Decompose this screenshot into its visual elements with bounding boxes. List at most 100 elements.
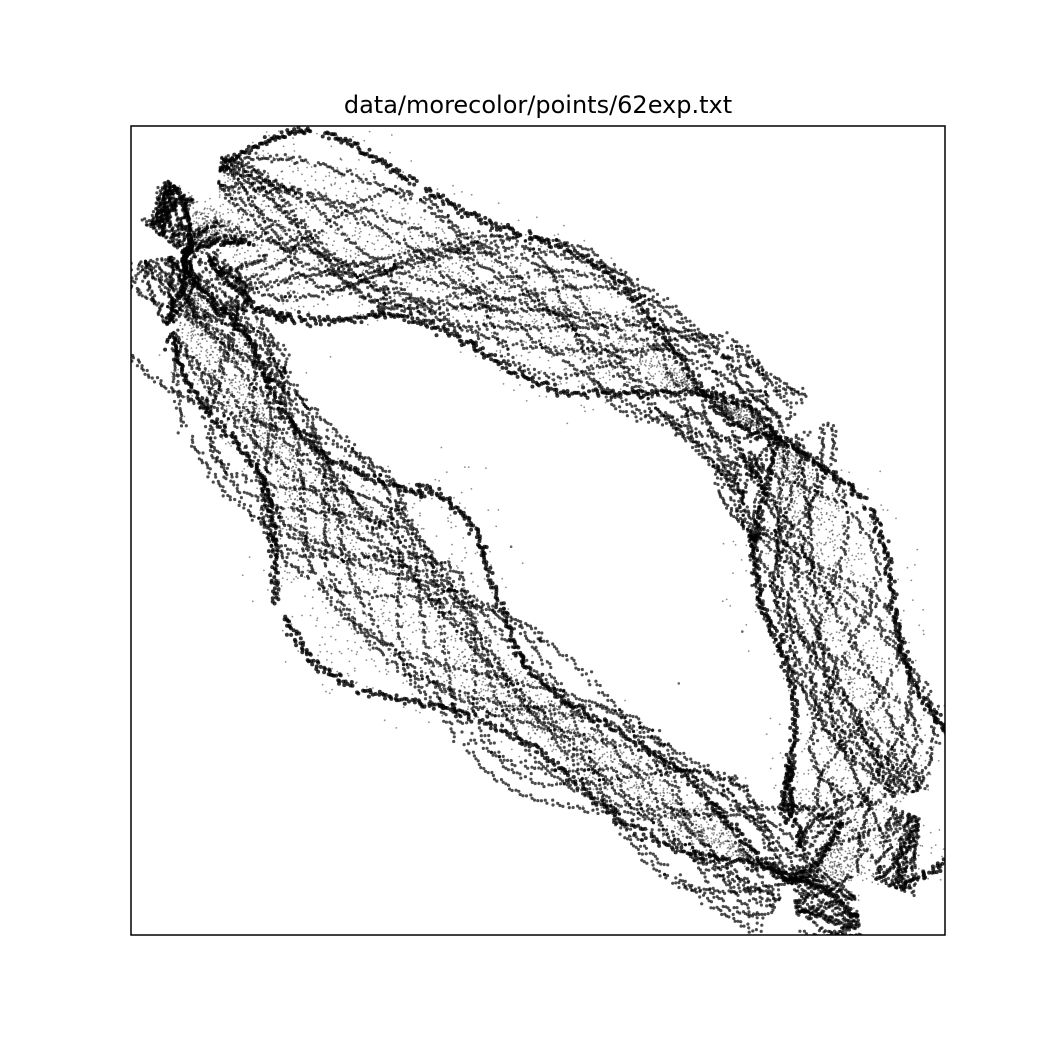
scatter-point	[280, 538, 282, 540]
scatter-point	[553, 744, 555, 746]
scatter-point	[458, 656, 460, 658]
scatter-point	[559, 716, 561, 718]
scatter-point	[358, 305, 360, 307]
scatter-point	[293, 441, 295, 443]
scatter-point	[299, 252, 301, 254]
scatter-point	[706, 849, 708, 851]
scatter-point	[246, 425, 248, 427]
scatter-point	[888, 855, 890, 857]
scatter-point	[322, 684, 324, 686]
scatter-point	[265, 263, 267, 265]
scatter-point	[348, 506, 350, 508]
scatter-point	[619, 773, 621, 775]
scatter-point	[742, 846, 744, 848]
scatter-point	[481, 690, 483, 692]
scatter-point	[829, 541, 831, 543]
scatter-point	[198, 224, 200, 226]
scatter-point	[368, 648, 370, 650]
scatter-point	[625, 330, 627, 332]
scatter-point	[374, 587, 376, 589]
scatter-point	[494, 288, 496, 290]
scatter-point	[857, 874, 859, 876]
scatter-point	[722, 827, 724, 829]
scatter-point	[860, 873, 862, 875]
scatter-point	[401, 208, 403, 210]
scatter-point	[832, 871, 834, 873]
scatter-point	[313, 259, 315, 261]
scatter-point	[260, 439, 262, 441]
scatter-point	[436, 227, 438, 229]
scatter-point	[380, 189, 382, 191]
scatter-point	[732, 846, 734, 848]
scatter-point	[394, 295, 396, 297]
scatter-point	[715, 840, 717, 842]
scatter-point	[414, 562, 416, 564]
scatter-point	[508, 654, 510, 656]
scatter-point	[512, 727, 514, 729]
scatter-point	[590, 309, 592, 311]
scatter-point	[796, 503, 798, 505]
scatter-point	[574, 348, 576, 350]
scatter-point	[339, 478, 341, 480]
scatter-point	[566, 294, 568, 296]
scatter-point	[316, 555, 318, 557]
scatter-point	[872, 726, 874, 728]
scatter-point	[618, 763, 620, 765]
scatter-point	[479, 662, 481, 664]
scatter-point	[472, 657, 474, 659]
scatter-point	[383, 562, 385, 564]
scatter-point	[858, 809, 860, 811]
scatter-point	[869, 722, 871, 724]
scatter-point	[247, 465, 249, 467]
scatter-point	[825, 529, 827, 531]
scatter-point	[455, 526, 457, 528]
scatter-point	[854, 616, 856, 618]
scatter-point	[294, 517, 296, 519]
scatter-point	[348, 603, 350, 605]
scatter-point	[423, 528, 425, 530]
scatter-point	[461, 492, 463, 494]
scatter-point	[793, 469, 795, 471]
scatter-point	[387, 228, 389, 230]
scatter-point	[850, 570, 852, 572]
scatter-point	[600, 807, 602, 809]
scatter-point	[294, 462, 296, 464]
scatter-point	[514, 260, 516, 262]
scatter-point	[312, 503, 314, 505]
scatter-point	[854, 696, 856, 698]
scatter-point	[238, 218, 240, 220]
scatter-point	[323, 180, 325, 182]
scatter-point	[294, 525, 296, 527]
scatter-point	[483, 627, 485, 629]
scatter-point	[467, 706, 469, 708]
scatter-point	[524, 713, 526, 715]
scatter-point	[201, 330, 203, 332]
scatter-point	[878, 804, 880, 806]
scatter-point	[492, 265, 494, 267]
scatter-point	[588, 297, 590, 299]
scatter-point	[224, 222, 226, 224]
scatter-point	[622, 345, 624, 347]
scatter-point	[505, 301, 507, 303]
scatter-point	[866, 655, 868, 657]
scatter-point	[873, 876, 875, 878]
scatter-point	[176, 372, 178, 374]
scatter-point	[923, 633, 925, 635]
scatter-point	[402, 682, 404, 684]
scatter-point	[859, 575, 861, 577]
scatter-point	[828, 870, 830, 872]
scatter-point	[580, 359, 582, 361]
scatter-point	[289, 454, 291, 456]
scatter-point	[516, 268, 518, 270]
scatter-point	[552, 317, 554, 319]
scatter-point	[446, 288, 448, 290]
scatter-point	[315, 474, 317, 476]
scatter-point	[200, 304, 202, 306]
scatter-point	[249, 396, 251, 398]
scatter-point	[230, 209, 232, 211]
scatter-point	[825, 865, 827, 867]
scatter-point	[274, 458, 276, 460]
scatter-point	[587, 353, 589, 355]
scatter-point	[663, 790, 665, 792]
scatter-point	[845, 826, 847, 828]
